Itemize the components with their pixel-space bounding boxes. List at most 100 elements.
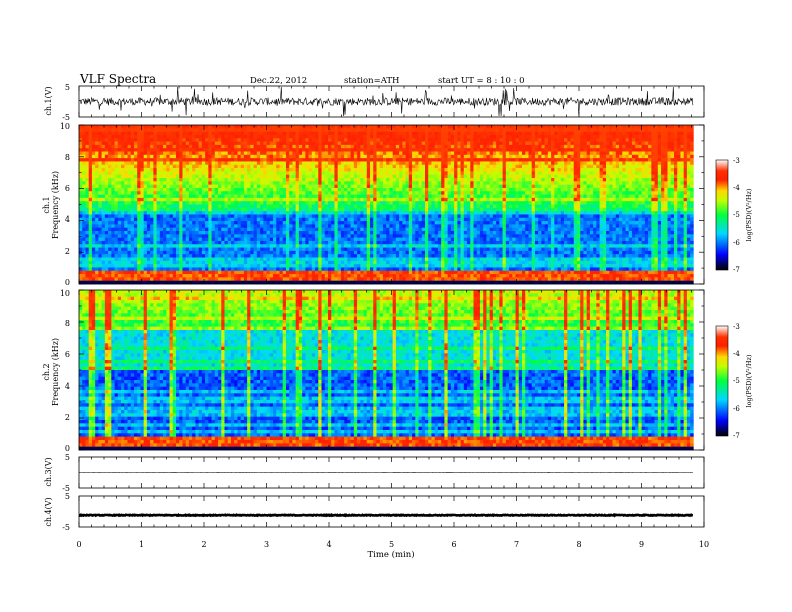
- spectrogram-cell: [85, 197, 89, 202]
- spectrogram-cell: [437, 174, 442, 179]
- spectrogram-cell: [460, 168, 465, 172]
- spectrogram-cell: [505, 141, 510, 146]
- spectrogram-cell: [680, 194, 684, 199]
- spectrogram-cell: [589, 184, 594, 189]
- spectrogram-cell: [444, 191, 448, 195]
- spectrogram-cell: [408, 131, 413, 136]
- spectrogram-cell: [263, 138, 267, 142]
- spectrogram-cell: [185, 204, 190, 209]
- spectrogram-cell: [95, 201, 99, 205]
- spectrogram-cell: [557, 197, 562, 202]
- spectrogram-cell: [208, 125, 212, 129]
- spectrogram-cell: [544, 187, 549, 192]
- spectrogram-cell: [247, 207, 251, 212]
- spectrogram-cell: [619, 141, 623, 146]
- spectrogram-cell: [596, 187, 600, 192]
- spectrogram-cell: [88, 191, 93, 195]
- spectrogram-cell: [253, 168, 258, 172]
- spectrogram-cell: [450, 138, 455, 142]
- spectrogram-cell: [127, 141, 132, 146]
- spectrogram-cell: [273, 207, 277, 212]
- spectrogram-cell: [276, 191, 280, 195]
- spectrogram-cell: [460, 201, 465, 205]
- spectrogram-cell: [670, 201, 675, 205]
- spectrogram-cell: [159, 151, 164, 156]
- spectrogram-cell: [502, 168, 507, 172]
- spectrogram-cell: [117, 211, 122, 215]
- spectrogram-cell: [567, 184, 571, 189]
- spectrogram-cell: [360, 128, 364, 132]
- spectrogram-cell: [176, 211, 180, 215]
- spectrogram-cell: [635, 168, 639, 172]
- spectrogram-cell: [437, 144, 442, 149]
- spectrogram-cell: [428, 125, 432, 129]
- spectrogram-cell: [143, 128, 148, 132]
- spectrogram-cell: [166, 168, 170, 172]
- spectrogram-cell: [392, 201, 397, 205]
- spectrogram-cell: [273, 197, 277, 202]
- spectrogram-cell: [492, 181, 497, 185]
- spectrogram-cell: [360, 151, 364, 156]
- spectrogram-cell: [509, 197, 513, 202]
- spectrogram-cell: [428, 207, 432, 212]
- spectrogram-cell: [541, 154, 545, 159]
- spectrogram-cell: [266, 141, 271, 146]
- spectrogram-cell: [560, 141, 565, 146]
- spectrogram-cell: [424, 151, 429, 156]
- spectrogram-cell: [615, 141, 620, 146]
- spectrogram-cell: [111, 187, 115, 192]
- spectrogram-cell: [305, 154, 309, 159]
- spectrogram-cell: [515, 207, 520, 212]
- spectrogram-cell: [237, 168, 241, 172]
- spectrogram-cell: [606, 148, 610, 152]
- spectrogram-cell: [85, 191, 89, 195]
- spectrogram-cell: [518, 148, 523, 152]
- spectrogram-cell: [683, 144, 688, 149]
- spectrogram-cell: [661, 161, 665, 166]
- spectrogram-cell: [205, 181, 209, 185]
- spectrogram-cell: [289, 207, 293, 212]
- spectrogram-cell: [505, 201, 510, 205]
- spectrogram-cell: [673, 187, 678, 192]
- spectrogram-cell: [357, 184, 361, 189]
- spectrogram-cell: [586, 154, 591, 159]
- spectrogram-cell: [644, 148, 649, 152]
- spectrogram-cell: [547, 138, 552, 142]
- spectrogram-cell: [240, 187, 245, 192]
- spectrogram-cell: [580, 171, 584, 175]
- spectrogram-cell: [690, 134, 694, 139]
- spectrogram-cell: [434, 128, 439, 132]
- spectrogram-cell: [273, 154, 277, 159]
- spectrogram-cell: [227, 211, 232, 215]
- spectrogram-cell: [463, 148, 468, 152]
- spectrogram-cell: [473, 174, 478, 179]
- spectrogram-cell: [285, 191, 290, 195]
- spectrogram-cell: [176, 134, 180, 139]
- spectrogram-cell: [121, 207, 125, 212]
- spectrogram-cell: [389, 201, 393, 205]
- spectrogram-cell: [580, 204, 584, 209]
- spectrogram-cell: [121, 168, 125, 172]
- spectrogram-cell: [686, 154, 691, 159]
- spectrogram-cell: [279, 191, 284, 195]
- spectrogram-cell: [85, 141, 89, 146]
- spectrogram-cell: [648, 158, 652, 162]
- spectrogram-cell: [599, 204, 604, 209]
- spectrogram-cell: [641, 158, 646, 162]
- spectrogram-cell: [176, 161, 180, 166]
- spectrogram-cell: [185, 151, 190, 156]
- spectrogram-cell: [156, 151, 161, 156]
- spectrogram-cell: [360, 168, 364, 172]
- spectrogram-cell: [496, 128, 500, 132]
- spectrogram-cell: [166, 171, 170, 175]
- spectrogram-cell: [421, 158, 426, 162]
- spectrogram-cell: [434, 197, 439, 202]
- spectrogram-cell: [541, 151, 545, 156]
- spectrogram-cell: [447, 138, 452, 142]
- spectrogram-cell: [363, 131, 368, 136]
- spectrogram-cell: [670, 171, 675, 175]
- spectrogram-cell: [631, 154, 636, 159]
- spectrogram-cell: [279, 125, 284, 129]
- spectrogram-cell: [593, 144, 597, 149]
- spectrogram-cell: [534, 164, 539, 169]
